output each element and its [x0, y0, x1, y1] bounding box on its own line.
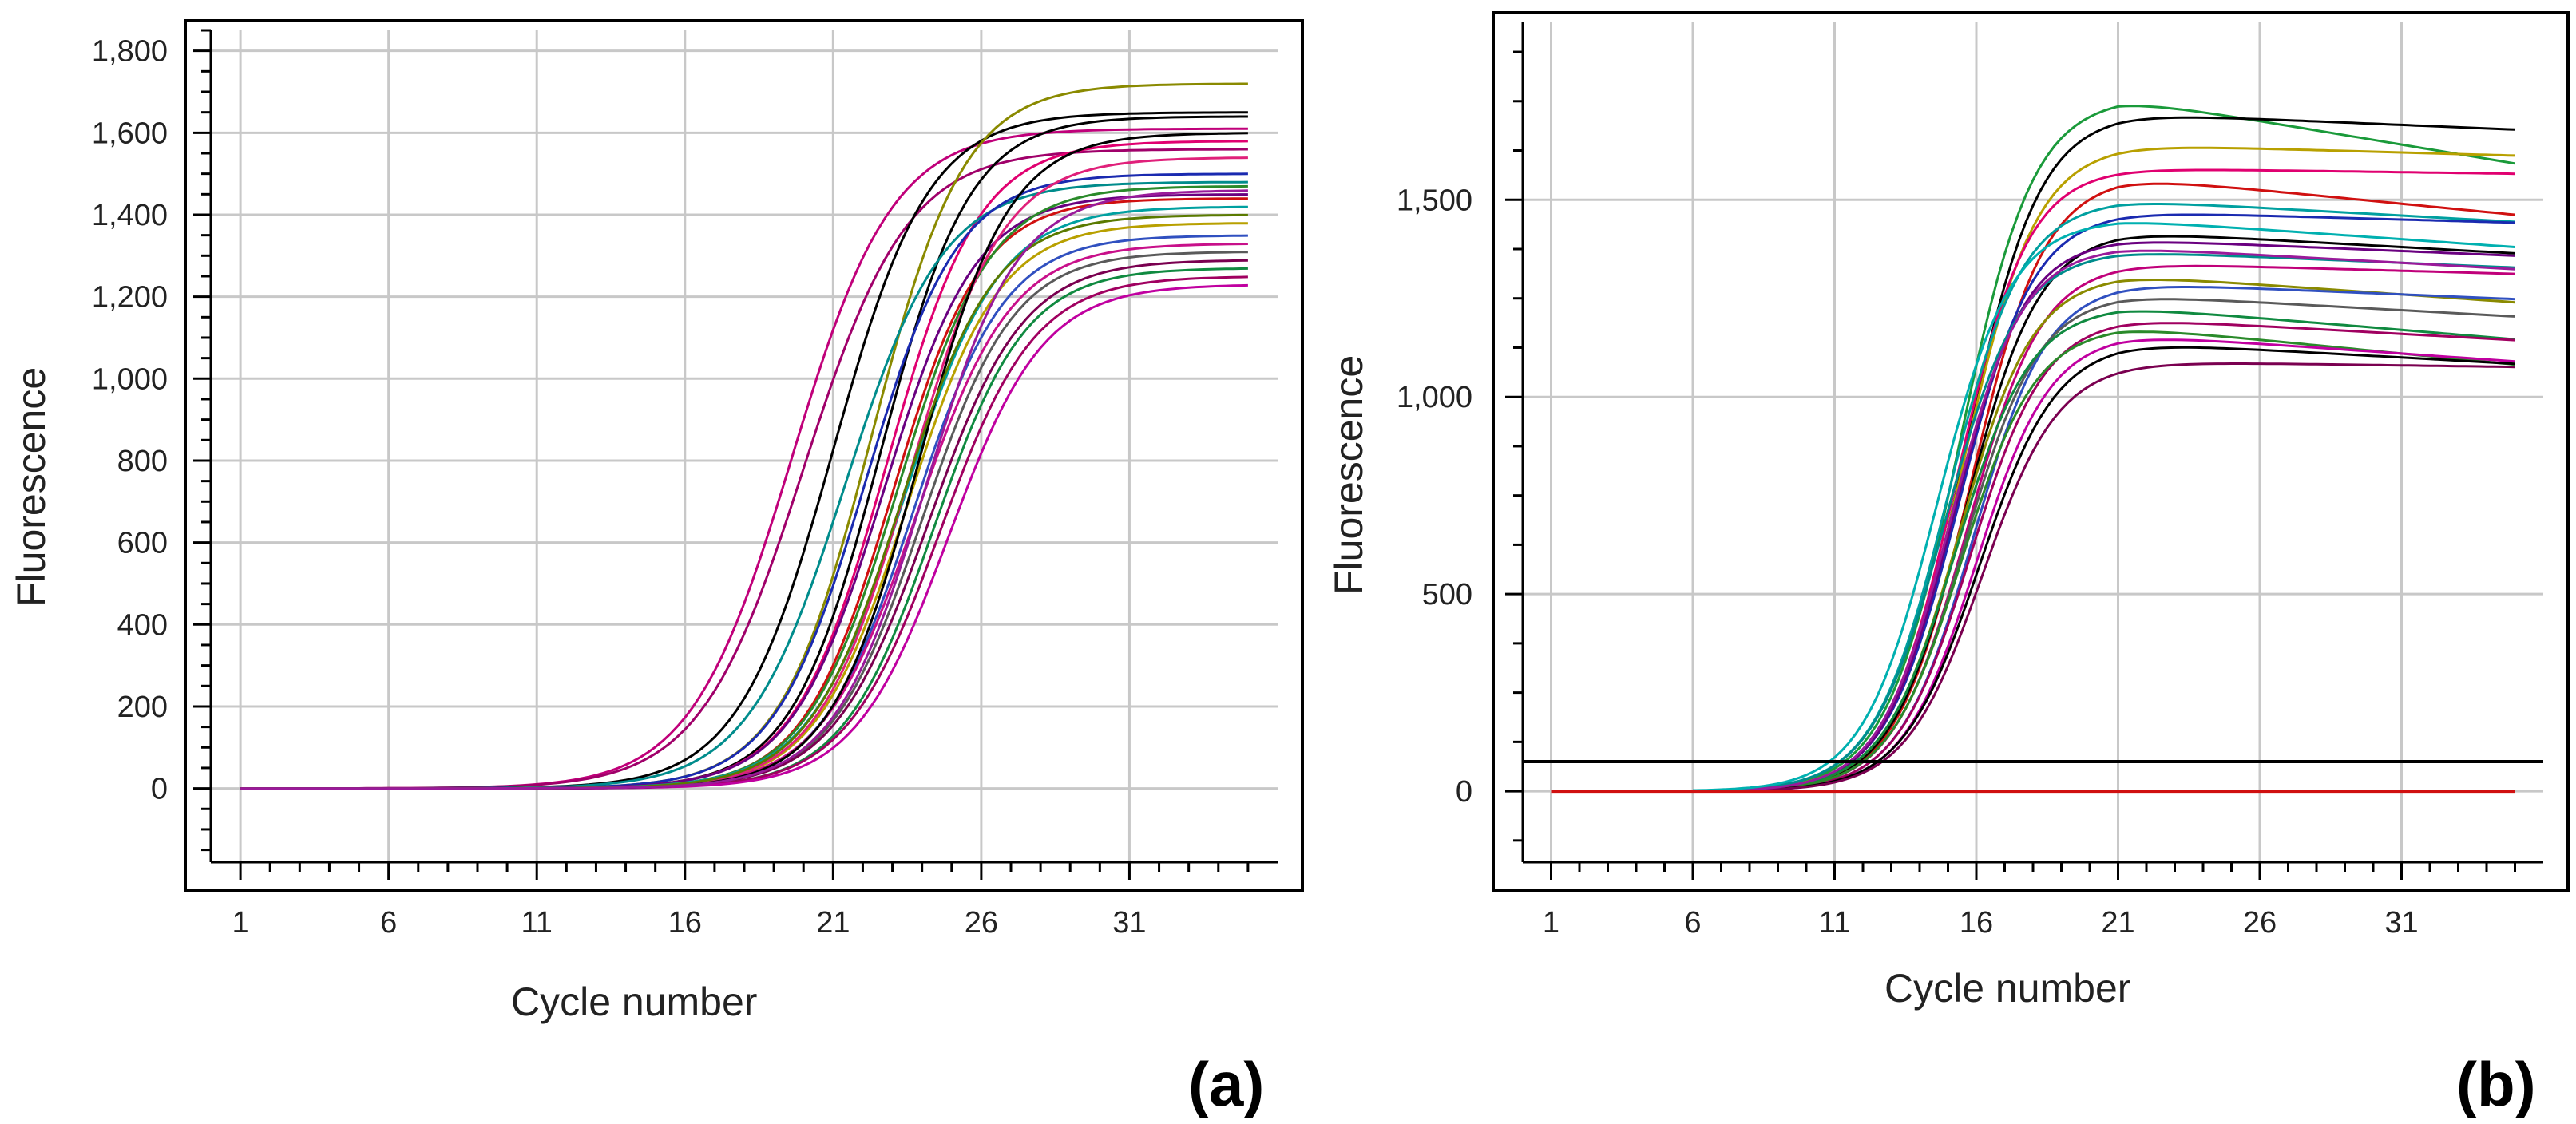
y-tick-label: 1,400: [92, 199, 168, 232]
panel-b-y-axis-label: Fluorescence: [1326, 355, 1371, 595]
x-tick-label: 11: [521, 906, 552, 940]
series-line-s1: [1692, 105, 2515, 792]
panel-a-x-axis-label: Cycle number: [511, 980, 757, 1024]
y-tick-label: 1,200: [92, 281, 168, 315]
y-tick-label: 1,000: [92, 362, 168, 396]
y-tick-label: 1,000: [1397, 381, 1472, 414]
y-tick-label: 0: [1456, 775, 1472, 809]
x-tick-label: 16: [668, 906, 702, 940]
panel-a-chart: 1 6 11 16 21 26 3102004006008001,0001,2001,400…: [9, 19, 1304, 1119]
y-tick-label: 800: [117, 445, 168, 478]
y-tick-label: 1,600: [92, 117, 168, 150]
panel-a-tag: (a): [1188, 1049, 1264, 1119]
y-tick-label: 500: [1422, 578, 1472, 611]
y-tick-label: 400: [117, 608, 168, 642]
x-tick-label: 21: [2101, 906, 2134, 940]
y-tick-label: 0: [151, 773, 168, 806]
series-line-s24: [240, 189, 1248, 790]
panel-b-series: [1523, 105, 2543, 794]
panel-a-series: [240, 82, 1248, 790]
y-tick-label: 600: [117, 527, 168, 560]
x-tick-label: 11: [1819, 906, 1850, 940]
y-tick-label: 200: [117, 691, 168, 724]
y-tick-label: 1,800: [92, 35, 168, 69]
panel-a-axes: 1 6 11 16 21 26 3102004006008001,0001,2001,400…: [92, 29, 1278, 940]
panel-a-y-axis-label: Fluorescence: [9, 367, 54, 607]
x-tick-label: 16: [1960, 906, 1993, 940]
x-tick-label: 1: [1543, 906, 1559, 940]
x-tick-label: 26: [965, 906, 998, 940]
panel-b-x-axis-label: Cycle number: [1884, 966, 2130, 1011]
series-line-s15: [1692, 310, 2515, 793]
panel-b-frame: [1492, 11, 2570, 892]
x-tick-label: 1: [232, 906, 249, 940]
x-tick-label: 31: [2384, 906, 2418, 940]
panel-a-grid: [211, 30, 1278, 862]
x-tick-label: 6: [380, 906, 397, 940]
x-tick-label: 26: [2243, 906, 2277, 940]
panel-b-tag: (b): [2456, 1049, 2536, 1119]
series-line-s21: [1692, 249, 2515, 793]
y-tick-label: 1,500: [1397, 184, 1472, 217]
x-tick-label: 6: [1684, 906, 1701, 940]
x-tick-label: 21: [816, 906, 850, 940]
x-tick-label: 31: [1112, 906, 1146, 940]
series-line-s20: [1693, 362, 2515, 793]
